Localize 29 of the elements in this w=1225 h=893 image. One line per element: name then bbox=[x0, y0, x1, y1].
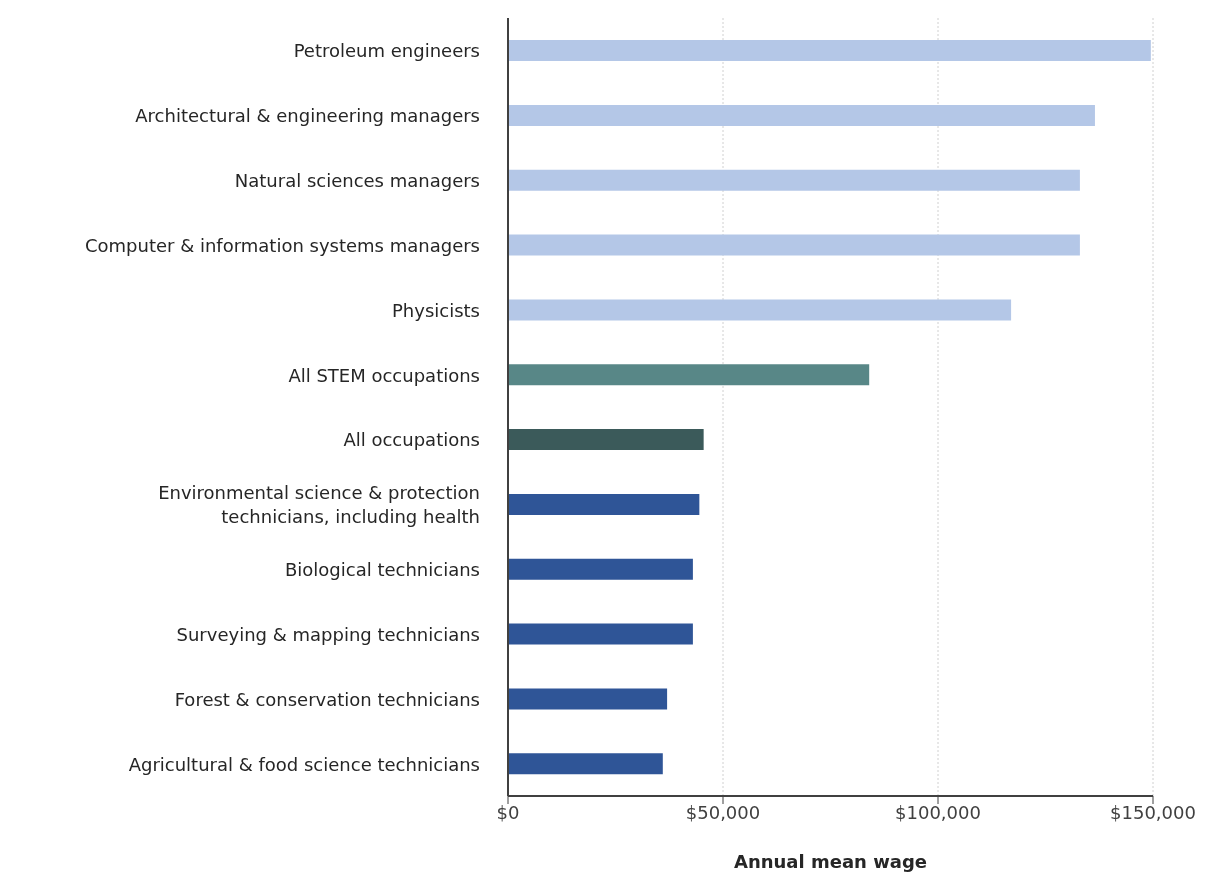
bar bbox=[508, 493, 700, 515]
x-tick-label: $50,000 bbox=[685, 801, 761, 823]
bar bbox=[508, 364, 870, 386]
y-tick-label: Petroleum engineers bbox=[293, 39, 480, 61]
y-tick-label: Physicists bbox=[391, 299, 480, 321]
bar bbox=[508, 688, 668, 710]
bar bbox=[508, 558, 693, 580]
bar bbox=[508, 40, 1151, 62]
bar bbox=[508, 234, 1080, 256]
y-tick-label: Natural sciences managers bbox=[234, 169, 480, 191]
x-tick-label: $100,000 bbox=[895, 801, 981, 823]
y-tick-label: Forest & conservation technicians bbox=[174, 688, 480, 710]
y-tick-label: All STEM occupations bbox=[288, 364, 480, 386]
bar bbox=[508, 753, 663, 775]
y-tick-label: Biological technicians bbox=[284, 558, 480, 580]
bar bbox=[508, 104, 1095, 126]
bar bbox=[508, 429, 704, 451]
bar bbox=[508, 623, 693, 645]
bar bbox=[508, 299, 1012, 321]
y-tick-label: Environmental science & protection technicians, including health bbox=[158, 481, 480, 527]
y-tick-label: Computer & information systems managers bbox=[84, 234, 480, 256]
x-tick-label: $150,000 bbox=[1110, 801, 1196, 823]
y-tick-label: Architectural & engineering managers bbox=[135, 104, 480, 126]
y-tick-label: Surveying & mapping technicians bbox=[176, 623, 480, 645]
y-tick-label: Agricultural & food science technicians bbox=[128, 753, 480, 775]
y-tick-label: All occupations bbox=[343, 428, 480, 450]
x-axis-title: Annual mean wage bbox=[733, 851, 928, 872]
bar bbox=[508, 169, 1080, 191]
x-tick-label: $0 bbox=[496, 801, 520, 823]
